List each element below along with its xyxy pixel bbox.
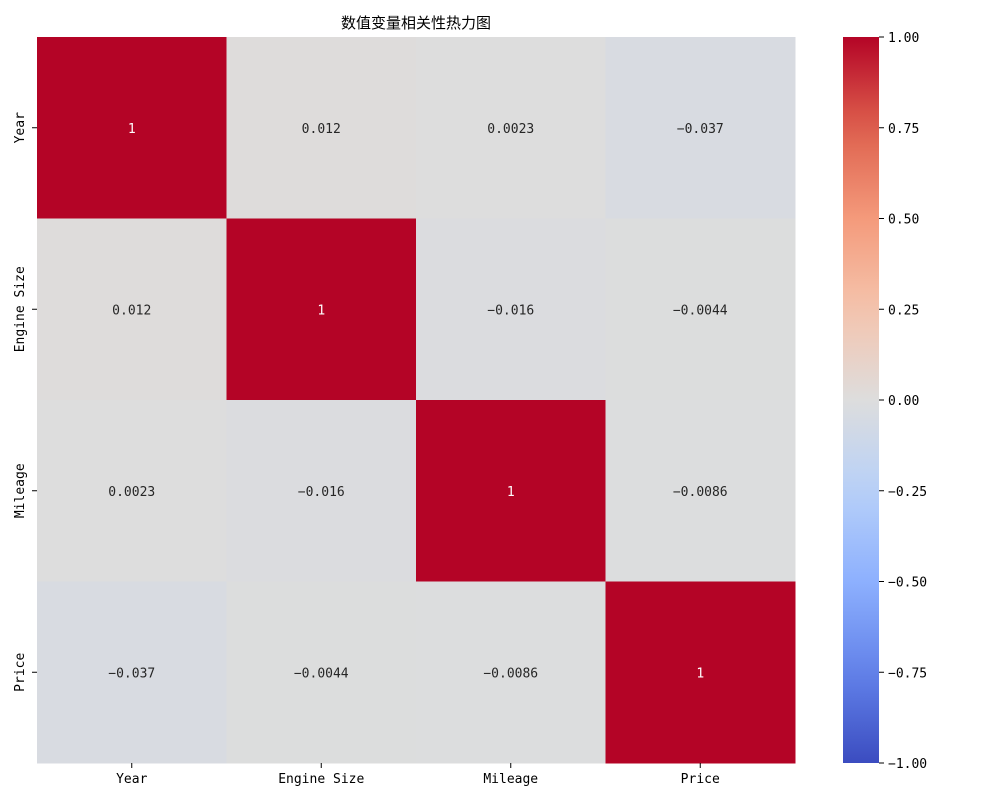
colorbar-tick-label: −1.00 xyxy=(888,757,927,772)
cell-annotation: 0.0023 xyxy=(108,485,155,500)
colorbar-tick-label: 0.50 xyxy=(888,213,919,228)
colorbar-tick-label: 0.00 xyxy=(888,394,919,409)
heatmap-cell xyxy=(605,581,796,764)
cell-annotation: −0.0044 xyxy=(294,666,349,681)
heatmap-cell xyxy=(416,400,606,582)
cell-annotation: 0.012 xyxy=(112,303,151,318)
heatmap-cell xyxy=(37,218,227,401)
heatmap-cell xyxy=(416,37,606,219)
colorbar-tick-label: 0.25 xyxy=(888,303,919,318)
y-tick-label: Engine Size xyxy=(13,266,28,352)
cell-annotation: 1 xyxy=(696,666,704,681)
heatmap-cell xyxy=(416,581,606,764)
heatmap-cell xyxy=(605,37,796,219)
x-tick-label: Mileage xyxy=(483,772,538,787)
cell-annotation: 1 xyxy=(507,485,515,500)
colorbar-tick-label: −0.25 xyxy=(888,485,927,500)
cell-annotation: −0.016 xyxy=(298,485,345,500)
cell-annotation: 0.012 xyxy=(302,122,341,137)
colorbar-tick-label: −0.50 xyxy=(888,576,927,591)
heatmap-cell xyxy=(226,400,417,582)
colorbar-tick-label: 1.00 xyxy=(888,31,919,46)
x-tick-label: Engine Size xyxy=(278,772,364,787)
chart-title: 数值变量相关性热力图 xyxy=(340,14,491,32)
cell-annotation: −0.037 xyxy=(108,666,155,681)
heatmap-cell xyxy=(37,400,227,582)
heatmap-cell xyxy=(226,218,417,401)
cell-annotation: 1 xyxy=(128,122,136,137)
heatmap-cell xyxy=(605,400,796,582)
heatmap-cell xyxy=(226,581,417,764)
cell-annotation: −0.0086 xyxy=(483,666,538,681)
cell-annotation: −0.0086 xyxy=(673,485,728,500)
colorbar xyxy=(843,37,879,763)
heatmap-cell xyxy=(416,218,606,401)
heatmap-cell xyxy=(37,581,227,764)
cell-annotation: 0.0023 xyxy=(487,122,534,137)
y-tick-label: Mileage xyxy=(13,463,28,518)
heatmap-cell xyxy=(605,218,796,401)
cell-annotation: 1 xyxy=(317,303,325,318)
cell-annotation: −0.0044 xyxy=(673,303,728,318)
colorbar-tick-label: −0.75 xyxy=(888,666,927,681)
y-tick-label: Year xyxy=(13,112,28,143)
x-tick-label: Year xyxy=(116,772,147,787)
y-tick-label: Price xyxy=(13,653,28,692)
heatmap-cell xyxy=(37,37,227,219)
heatmap-cell xyxy=(226,37,417,219)
cell-annotation: −0.037 xyxy=(677,122,724,137)
cell-annotation: −0.016 xyxy=(487,303,534,318)
colorbar-tick-label: 0.75 xyxy=(888,122,919,137)
x-tick-label: Price xyxy=(681,772,720,787)
